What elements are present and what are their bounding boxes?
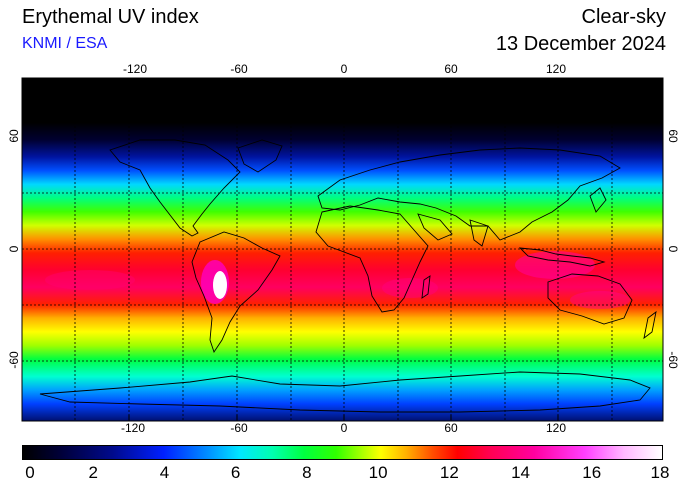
lon-top-label: -60	[230, 62, 248, 76]
lat-left-label: -60	[7, 351, 21, 369]
lon-bottom-label: 60	[444, 421, 458, 435]
pacific-high-uv	[45, 270, 135, 290]
india-coast	[469, 219, 489, 247]
new-zealand-coast	[643, 310, 657, 340]
map-title: Erythemal UV index	[22, 6, 199, 28]
colorbar-tick-label: 10	[368, 463, 388, 482]
madagascar-coast	[421, 275, 431, 299]
andes-max-uv	[213, 271, 227, 299]
lon-top-label: -120	[123, 62, 147, 76]
lon-top-label: 0	[341, 62, 348, 76]
australia-high-uv	[570, 291, 630, 309]
colorbar-tick-label: 18	[650, 463, 670, 482]
colorbar-tick-label: 16	[582, 463, 602, 482]
uv-colorbar	[22, 445, 663, 460]
lon-bottom-label: -120	[121, 421, 145, 435]
lon-bottom-label: -60	[230, 421, 248, 435]
map-date: 13 December 2024	[495, 33, 666, 55]
colorbar-tick-label: 4	[159, 463, 170, 482]
lat-left-label: 0	[7, 245, 21, 252]
colorbar-tick-label: 8	[302, 463, 312, 482]
lat-left-label: 60	[7, 129, 21, 143]
colorbar-tick-label: 14	[511, 463, 531, 482]
colorbar-tick-label: 12	[439, 463, 459, 482]
lat-right-label: 60	[666, 129, 680, 143]
lat-right-label: -60	[666, 351, 680, 369]
lon-bottom-label: 0	[341, 421, 348, 435]
uv-index-map: -120 -60 0 60 120 -120 -60 0 60 120 60 0…	[7, 62, 680, 435]
tick-marks	[128, 78, 559, 421]
sky-condition: Clear-sky	[581, 6, 666, 28]
coastlines	[39, 139, 657, 413]
eurasia-coast	[317, 147, 621, 241]
map-frame	[21, 77, 664, 422]
uv-field	[22, 78, 663, 421]
indonesia-coast	[518, 247, 606, 267]
africa-coast	[315, 205, 429, 313]
australia-coast	[547, 273, 633, 325]
lon-top-label: 60	[444, 62, 458, 76]
data-credit: KNMI / ESA	[22, 35, 108, 52]
graticule	[22, 78, 663, 421]
antarctica-coast	[39, 371, 651, 413]
indonesia-high-uv	[515, 251, 595, 279]
japan-coast	[589, 187, 607, 213]
arabia-coast	[417, 213, 453, 241]
south-america-coast	[191, 231, 281, 354]
greenland-coast	[237, 139, 283, 173]
colorbar-tick-label: 0	[25, 463, 35, 482]
lat-right-label: 0	[666, 246, 680, 253]
north-america-coast	[109, 139, 241, 237]
lon-top-label: 120	[546, 62, 566, 76]
lon-bottom-label: 120	[546, 421, 566, 435]
colorbar-tick-label: 2	[88, 463, 98, 482]
colorbar-tick-label: 6	[230, 463, 241, 482]
